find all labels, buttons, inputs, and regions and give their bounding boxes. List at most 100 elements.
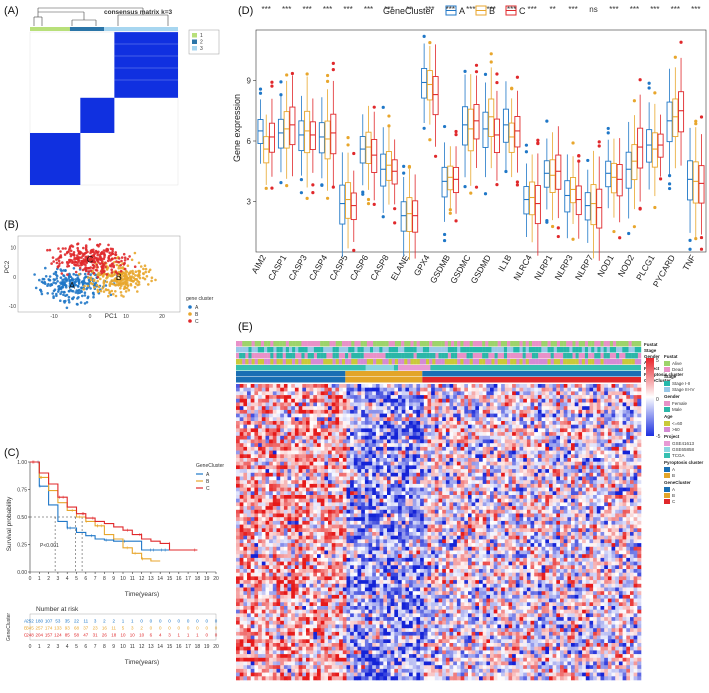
heat-cell	[608, 403, 612, 407]
track-cell	[435, 347, 438, 353]
track-cell	[432, 359, 435, 365]
heat-cell	[376, 462, 380, 466]
heat-cell	[578, 477, 582, 481]
track-cell	[513, 341, 516, 347]
heat-cell	[520, 477, 524, 481]
heat-cell	[461, 395, 465, 399]
heat-cell	[343, 384, 347, 388]
track-cell	[491, 341, 494, 347]
heat-cell	[365, 443, 369, 447]
heat-cell	[534, 473, 538, 477]
heat-cell	[593, 384, 597, 388]
heat-cell	[405, 477, 409, 481]
heat-cell	[273, 432, 277, 436]
heat-cell	[302, 477, 306, 481]
heat-cell	[520, 403, 524, 407]
heat-cell	[442, 391, 446, 395]
risk-cell: 31	[93, 633, 99, 638]
risk-xtick: 17	[185, 644, 191, 650]
heat-cell	[313, 477, 317, 481]
heat-cell	[567, 477, 571, 481]
heat-cell	[313, 388, 317, 392]
track-cell	[301, 341, 304, 347]
heat-cell	[273, 414, 277, 418]
heat-cell	[527, 417, 531, 421]
heat-cell	[612, 421, 616, 425]
track-cell	[516, 341, 519, 347]
heat-cell	[637, 458, 641, 462]
heat-cell	[538, 406, 542, 410]
track-cell	[488, 359, 491, 365]
heat-cell	[516, 451, 520, 455]
heat-cell	[453, 473, 457, 477]
heat-cell	[630, 477, 634, 481]
track-cell	[389, 353, 392, 359]
heat-cell	[413, 473, 417, 477]
heat-cell	[545, 469, 549, 473]
heat-cell	[439, 432, 443, 436]
heat-cell	[575, 399, 579, 403]
heat-cell	[538, 462, 542, 466]
heat-cell	[350, 465, 354, 469]
box-outlier	[443, 125, 446, 128]
heat-cell	[575, 451, 579, 455]
risk-cell: 157	[45, 633, 53, 638]
heat-cell	[402, 465, 406, 469]
track-cell	[554, 341, 557, 347]
heat-cell	[601, 406, 605, 410]
track-cell	[311, 359, 314, 365]
heat-cell	[299, 480, 303, 484]
heat-cell	[567, 454, 571, 458]
heat-cell	[564, 480, 568, 484]
heat-cell	[597, 440, 601, 444]
heat-cell	[258, 465, 262, 469]
heat-cell	[313, 391, 317, 395]
heat-cell	[416, 477, 420, 481]
heat-cell	[612, 443, 616, 447]
pca-point-C	[99, 263, 102, 266]
track-cell	[482, 341, 485, 347]
heat-cell	[328, 391, 332, 395]
heat-cell	[328, 458, 332, 462]
heat-cell	[335, 391, 339, 395]
pca-point-A	[54, 288, 57, 291]
track-cell	[273, 347, 276, 353]
heat-cell	[461, 414, 465, 418]
pca-point-C	[96, 269, 99, 272]
track-cell	[239, 341, 242, 347]
heat-cell	[497, 477, 501, 481]
track-cell	[463, 359, 466, 365]
heat-cell	[464, 465, 468, 469]
pca-point-C	[101, 268, 104, 271]
heat-cell	[347, 399, 351, 403]
heat-cell	[608, 477, 612, 481]
heat-cell	[343, 480, 347, 484]
heat-cell	[321, 458, 325, 462]
heat-cell	[446, 406, 450, 410]
heat-cell	[450, 414, 454, 418]
heat-cell	[464, 451, 468, 455]
heat-cell	[490, 443, 494, 447]
heat-cell	[575, 469, 579, 473]
heat-cell	[509, 403, 513, 407]
heat-cell	[461, 458, 465, 462]
heat-cell	[612, 395, 616, 399]
heat-cell	[634, 465, 638, 469]
pca-point-C	[92, 267, 95, 270]
box-outlier	[598, 140, 601, 143]
heat-cell	[575, 447, 579, 451]
heat-cell	[501, 436, 505, 440]
heat-cell	[582, 436, 586, 440]
track-cell	[264, 353, 267, 359]
heat-cell	[472, 465, 476, 469]
risk-cell: 35	[65, 619, 71, 624]
heat-cell	[269, 484, 273, 488]
risk-cell: 3	[168, 633, 171, 638]
pca-point-A	[55, 293, 58, 296]
heat-cell	[435, 428, 439, 432]
heat-cell	[442, 458, 446, 462]
heat-cell	[542, 458, 546, 462]
heat-cell	[299, 436, 303, 440]
heat-cell	[564, 443, 568, 447]
heat-cell	[446, 384, 450, 388]
